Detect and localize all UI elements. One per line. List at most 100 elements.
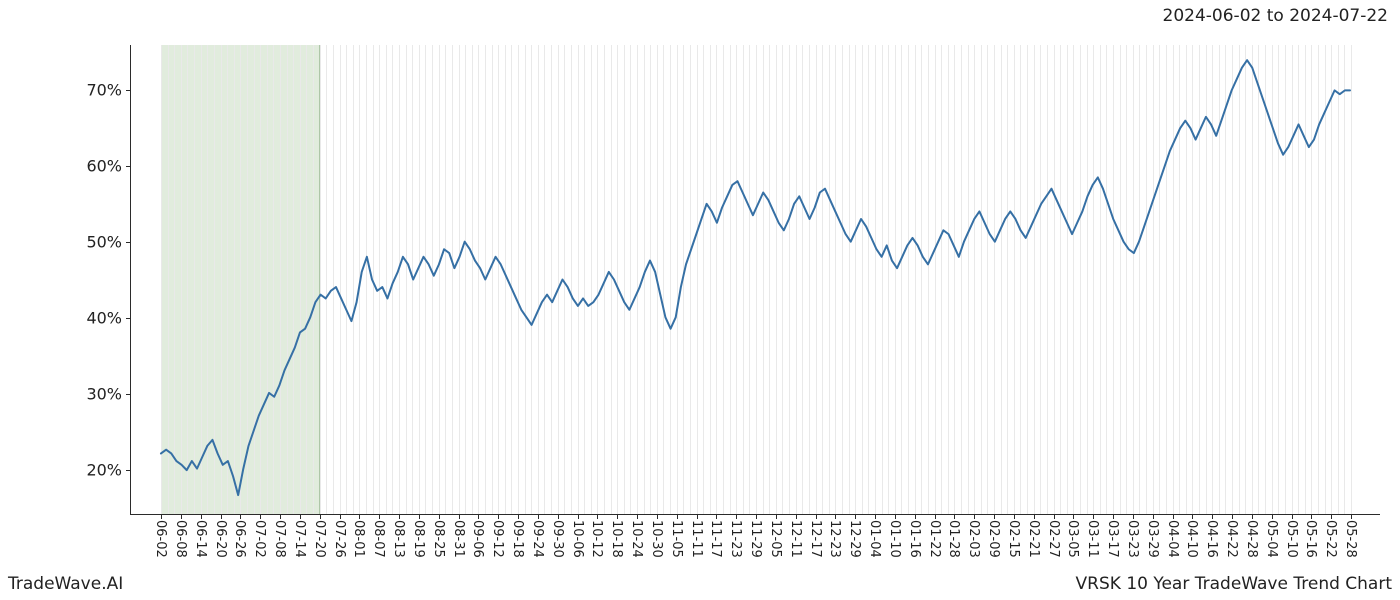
xtick-mark — [359, 514, 360, 519]
xtick-mark — [816, 514, 817, 519]
xtick-mark — [677, 514, 678, 519]
xtick-mark — [855, 514, 856, 519]
xtick-mark — [260, 514, 261, 519]
xtick-label: 12-29 — [847, 520, 862, 558]
xtick-mark — [240, 514, 241, 519]
xtick-label: 05-22 — [1323, 520, 1338, 558]
xtick-label: 02-09 — [986, 520, 1001, 558]
xtick-mark — [736, 514, 737, 519]
xtick-label: 07-14 — [292, 520, 307, 558]
xtick-label: 12-17 — [808, 520, 823, 558]
ytick-mark — [126, 470, 131, 471]
xtick-label: 03-23 — [1125, 520, 1140, 558]
ytick-label: 70% — [86, 81, 122, 100]
date-range-title: 2024-06-02 to 2024-07-22 — [1163, 6, 1388, 26]
xtick-label: 02-27 — [1046, 520, 1061, 558]
xtick-mark — [954, 514, 955, 519]
xtick-mark — [518, 514, 519, 519]
xtick-mark — [280, 514, 281, 519]
xtick-mark — [597, 514, 598, 519]
xtick-label: 07-02 — [252, 520, 267, 558]
xtick-mark — [835, 514, 836, 519]
ytick-label: 50% — [86, 233, 122, 252]
xtick-label: 08-13 — [391, 520, 406, 558]
xtick-label: 09-24 — [530, 520, 545, 558]
xtick-mark — [498, 514, 499, 519]
xtick-label: 02-03 — [966, 520, 981, 558]
series-svg — [131, 45, 1380, 514]
xtick-mark — [1093, 514, 1094, 519]
xtick-mark — [1192, 514, 1193, 519]
xtick-label: 01-10 — [887, 520, 902, 558]
xtick-mark — [1113, 514, 1114, 519]
xtick-label: 10-24 — [629, 520, 644, 558]
ytick-mark — [126, 166, 131, 167]
xtick-mark — [419, 514, 420, 519]
xtick-mark — [1252, 514, 1253, 519]
xtick-label: 08-31 — [451, 520, 466, 558]
xtick-mark — [875, 514, 876, 519]
xtick-label: 04-16 — [1204, 520, 1219, 558]
xtick-label: 01-04 — [867, 520, 882, 558]
xtick-mark — [617, 514, 618, 519]
xtick-label: 04-22 — [1224, 520, 1239, 558]
xtick-mark — [1272, 514, 1273, 519]
xtick-label: 06-02 — [153, 520, 168, 558]
xtick-mark — [1292, 514, 1293, 519]
xtick-label: 05-04 — [1264, 520, 1279, 558]
xtick-label: 12-11 — [788, 520, 803, 558]
xtick-label: 08-01 — [351, 520, 366, 558]
xtick-mark — [756, 514, 757, 519]
xtick-mark — [637, 514, 638, 519]
xtick-label: 10-30 — [649, 520, 664, 558]
xtick-mark — [161, 514, 162, 519]
xtick-label: 09-30 — [550, 520, 565, 558]
xtick-label: 07-26 — [332, 520, 347, 558]
xtick-label: 09-06 — [470, 520, 485, 558]
xtick-label: 10-06 — [570, 520, 585, 558]
ytick-mark — [126, 394, 131, 395]
xtick-label: 04-04 — [1165, 520, 1180, 558]
xtick-label: 11-17 — [708, 520, 723, 558]
xtick-label: 05-16 — [1303, 520, 1318, 558]
xtick-mark — [657, 514, 658, 519]
xtick-mark — [578, 514, 579, 519]
xtick-mark — [974, 514, 975, 519]
ytick-label: 30% — [86, 384, 122, 403]
xtick-mark — [1054, 514, 1055, 519]
xtick-label: 12-05 — [768, 520, 783, 558]
xtick-label: 02-21 — [1026, 520, 1041, 558]
xtick-label: 11-23 — [728, 520, 743, 558]
xtick-label: 07-20 — [312, 520, 327, 558]
xtick-mark — [320, 514, 321, 519]
xtick-mark — [399, 514, 400, 519]
xtick-mark — [1212, 514, 1213, 519]
xtick-label: 09-18 — [510, 520, 525, 558]
xtick-label: 03-11 — [1085, 520, 1100, 558]
xtick-mark — [1014, 514, 1015, 519]
xtick-mark — [478, 514, 479, 519]
xtick-mark — [1173, 514, 1174, 519]
xtick-label: 08-25 — [431, 520, 446, 558]
xtick-label: 10-12 — [589, 520, 604, 558]
xtick-mark — [1133, 514, 1134, 519]
xtick-mark — [300, 514, 301, 519]
series-line — [161, 60, 1350, 495]
xtick-mark — [1311, 514, 1312, 519]
xtick-label: 03-05 — [1065, 520, 1080, 558]
xtick-mark — [994, 514, 995, 519]
xtick-label: 11-11 — [689, 520, 704, 558]
chart-title: VRSK 10 Year TradeWave Trend Chart — [1076, 574, 1392, 594]
xtick-mark — [796, 514, 797, 519]
xtick-mark — [439, 514, 440, 519]
xtick-label: 12-23 — [827, 520, 842, 558]
xtick-mark — [935, 514, 936, 519]
xtick-mark — [379, 514, 380, 519]
xtick-mark — [1331, 514, 1332, 519]
xtick-label: 08-19 — [411, 520, 426, 558]
xtick-label: 06-08 — [173, 520, 188, 558]
ytick-mark — [126, 242, 131, 243]
xtick-mark — [716, 514, 717, 519]
xtick-label: 03-17 — [1105, 520, 1120, 558]
xtick-label: 02-15 — [1006, 520, 1021, 558]
